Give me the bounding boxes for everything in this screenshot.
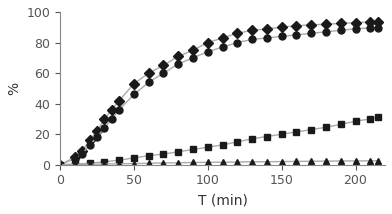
X-axis label: T (min): T (min) bbox=[198, 193, 247, 207]
Y-axis label: %: % bbox=[7, 82, 21, 95]
